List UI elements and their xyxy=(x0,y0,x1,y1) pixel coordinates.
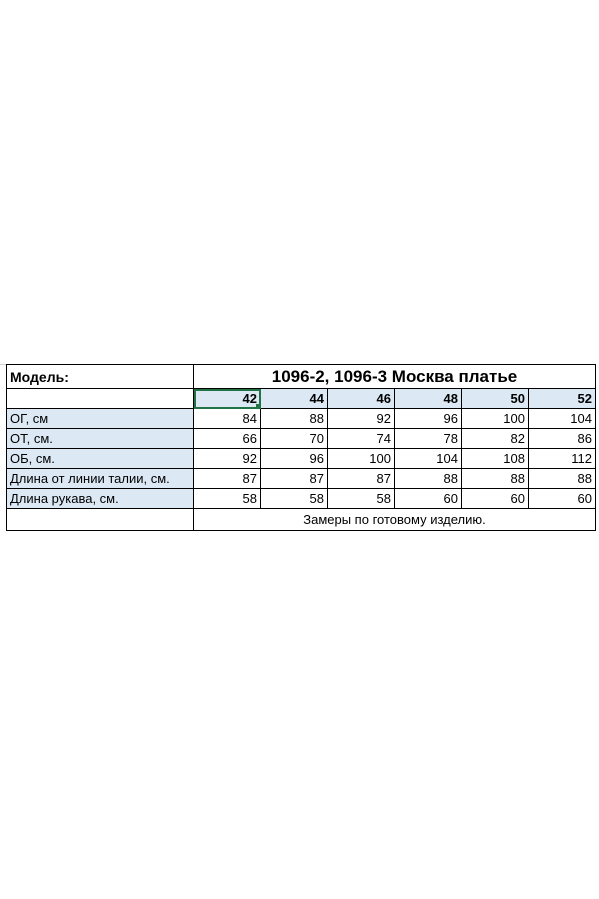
note-blank-cell[interactable] xyxy=(6,508,194,531)
sheet-edge xyxy=(0,364,6,537)
table-row: ОТ, см. 66 70 74 78 82 86 xyxy=(6,428,596,449)
value-cell[interactable]: 96 xyxy=(260,448,328,469)
row-label-cell[interactable]: Длина рукава, см. xyxy=(6,488,194,509)
value-cell[interactable]: 108 xyxy=(461,448,529,469)
table-row: ОГ, см 84 88 92 96 100 104 xyxy=(6,408,596,429)
size-header-cell[interactable]: 42 xyxy=(193,388,261,409)
row-label-cell[interactable]: ОТ, см. xyxy=(6,428,194,449)
value-cell[interactable]: 74 xyxy=(327,428,395,449)
size-header-cell[interactable]: 50 xyxy=(461,388,529,409)
value-cell[interactable]: 60 xyxy=(461,488,529,509)
value-cell[interactable]: 100 xyxy=(327,448,395,469)
value-cell[interactable]: 84 xyxy=(193,408,261,429)
value-cell[interactable]: 87 xyxy=(260,468,328,489)
size-header-cell[interactable]: 48 xyxy=(394,388,462,409)
value-cell[interactable]: 87 xyxy=(193,468,261,489)
row-label-cell[interactable]: ОБ, см. xyxy=(6,448,194,469)
size-chart-table: Модель: 1096-2, 1096-3 Москва платье 42 … xyxy=(6,364,596,531)
value-cell[interactable]: 58 xyxy=(327,488,395,509)
row-label-cell[interactable]: ОГ, см xyxy=(6,408,194,429)
value-cell[interactable]: 88 xyxy=(461,468,529,489)
value-cell[interactable]: 88 xyxy=(528,468,596,489)
title-row: Модель: 1096-2, 1096-3 Москва платье xyxy=(6,364,596,389)
value-cell[interactable]: 82 xyxy=(461,428,529,449)
table-row: ОБ, см. 92 96 100 104 108 112 xyxy=(6,448,596,469)
value-cell[interactable]: 92 xyxy=(193,448,261,469)
row-label-cell[interactable]: Длина от линии талии, см. xyxy=(6,468,194,489)
value-cell[interactable]: 104 xyxy=(394,448,462,469)
size-header-cell[interactable]: 46 xyxy=(327,388,395,409)
value-cell[interactable]: 66 xyxy=(193,428,261,449)
note-cell[interactable]: Замеры по готовому изделию. xyxy=(193,508,596,531)
note-row: Замеры по готовому изделию. xyxy=(6,508,596,531)
size-header-cell[interactable]: 44 xyxy=(260,388,328,409)
value-cell[interactable]: 58 xyxy=(260,488,328,509)
value-cell[interactable]: 87 xyxy=(327,468,395,489)
value-cell[interactable]: 88 xyxy=(260,408,328,429)
size-header-cell[interactable]: 52 xyxy=(528,388,596,409)
value-cell[interactable]: 86 xyxy=(528,428,596,449)
value-cell[interactable]: 104 xyxy=(528,408,596,429)
value-cell[interactable]: 112 xyxy=(528,448,596,469)
table-row: Длина от линии талии, см. 87 87 87 88 88… xyxy=(6,468,596,489)
table-row: Длина рукава, см. 58 58 58 60 60 60 xyxy=(6,488,596,509)
size-header-label-cell[interactable] xyxy=(6,388,194,409)
value-cell[interactable]: 70 xyxy=(260,428,328,449)
value-cell[interactable]: 88 xyxy=(394,468,462,489)
value-cell[interactable]: 60 xyxy=(394,488,462,509)
value-cell[interactable]: 58 xyxy=(193,488,261,509)
model-title-cell[interactable]: 1096-2, 1096-3 Москва платье xyxy=(193,364,596,389)
value-cell[interactable]: 60 xyxy=(528,488,596,509)
value-cell[interactable]: 92 xyxy=(327,408,395,429)
model-label-cell[interactable]: Модель: xyxy=(6,364,194,389)
value-cell[interactable]: 100 xyxy=(461,408,529,429)
value-cell[interactable]: 78 xyxy=(394,428,462,449)
size-header-row: 42 44 46 48 50 52 xyxy=(6,388,596,409)
value-cell[interactable]: 96 xyxy=(394,408,462,429)
